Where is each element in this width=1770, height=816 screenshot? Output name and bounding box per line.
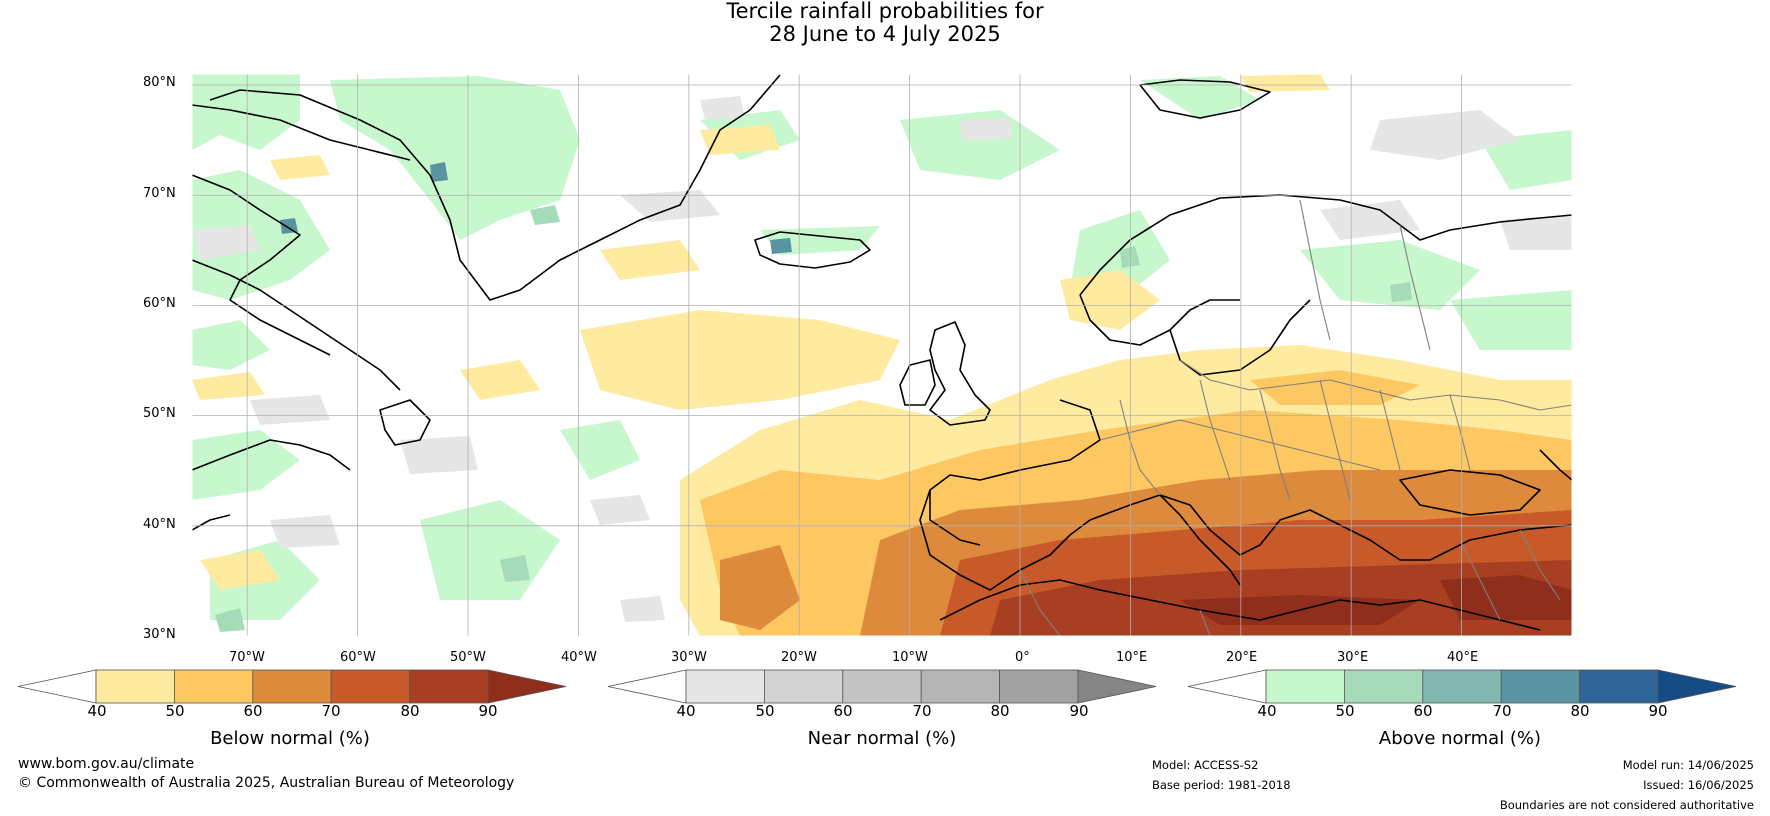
lon-label-30e: 30°E bbox=[1337, 650, 1369, 665]
below-tick-70: 70 bbox=[321, 702, 341, 720]
near-tick-60: 60 bbox=[833, 702, 853, 720]
lon-label-0: 0° bbox=[1015, 650, 1030, 665]
baffin-coast bbox=[192, 174, 331, 356]
below-tick-40: 40 bbox=[87, 702, 107, 720]
below-colorbar-segment bbox=[173, 669, 254, 704]
near-normal-label: Near normal (%) bbox=[807, 728, 957, 749]
above-tick-60: 60 bbox=[1413, 702, 1433, 720]
below-colorbar-under bbox=[17, 669, 97, 704]
near-colorbar-segment bbox=[999, 669, 1079, 704]
us-coast bbox=[192, 514, 231, 531]
svalbard bbox=[1139, 79, 1271, 119]
footer-model-run: Model run: 14/06/2025 bbox=[1622, 758, 1754, 772]
italy bbox=[1159, 494, 1241, 586]
country-borders bbox=[1019, 199, 1572, 636]
lon-label-10w: 10°W bbox=[892, 650, 928, 665]
above-colorbar-segment bbox=[1500, 669, 1580, 704]
mediterranean-north bbox=[1089, 494, 1572, 561]
coastlines bbox=[192, 74, 1572, 631]
lat-label-30: 30°N bbox=[143, 627, 176, 642]
above-tick-50: 50 bbox=[1335, 702, 1355, 720]
scandinavia bbox=[1079, 194, 1572, 296]
above-normal-label: Above normal (%) bbox=[1378, 728, 1542, 749]
above-normal-60 bbox=[215, 205, 1412, 632]
footer-disclaimer: Boundaries are not considered authoritat… bbox=[1499, 798, 1754, 812]
graticule bbox=[192, 74, 1572, 636]
lat-label-40: 40°N bbox=[143, 517, 176, 532]
below-colorbar-segment bbox=[409, 669, 489, 704]
below-normal-label: Below normal (%) bbox=[210, 728, 370, 749]
caspian-area bbox=[1539, 449, 1572, 481]
above-tick-70: 70 bbox=[1492, 702, 1512, 720]
africa-north bbox=[939, 579, 1541, 631]
above-tick-40: 40 bbox=[1257, 702, 1277, 720]
newfoundland bbox=[379, 399, 431, 446]
footer-issued: Issued: 16/06/2025 bbox=[1643, 778, 1754, 792]
map-frame bbox=[191, 73, 1573, 637]
above-colorbar-segment bbox=[1265, 669, 1345, 704]
lon-label-10e: 10°E bbox=[1116, 650, 1148, 665]
near-colorbar-segment bbox=[685, 669, 765, 704]
above-colorbar-segment bbox=[1579, 669, 1659, 704]
black-sea bbox=[1399, 469, 1541, 516]
greenland-coast bbox=[209, 74, 781, 301]
lon-label-20w: 20°W bbox=[781, 650, 817, 665]
colorbars bbox=[17, 669, 1737, 704]
above-colorbar-under bbox=[1187, 669, 1267, 704]
near-colorbar-segment bbox=[764, 669, 844, 704]
lon-label-70w: 70°W bbox=[229, 650, 265, 665]
lat-label-50: 50°N bbox=[143, 406, 176, 421]
iceland bbox=[754, 231, 871, 269]
above-colorbar-segment bbox=[1422, 669, 1502, 704]
near-colorbar-segment bbox=[842, 669, 922, 704]
norway-west bbox=[1079, 294, 1240, 346]
below-tick-80: 80 bbox=[400, 702, 420, 720]
above-colorbar-over bbox=[1657, 669, 1737, 704]
below-colorbar-segment bbox=[252, 669, 332, 704]
near-colorbar-segment bbox=[920, 669, 1001, 704]
near-colorbar-under bbox=[607, 669, 687, 704]
map-field bbox=[192, 74, 1572, 636]
footer-copyright: © Commonwealth of Australia 2025, Austra… bbox=[18, 775, 515, 791]
iberia bbox=[919, 489, 1091, 591]
below-tick-90: 90 bbox=[478, 702, 498, 720]
lat-label-80: 80°N bbox=[143, 75, 176, 90]
lon-label-50w: 50°W bbox=[450, 650, 486, 665]
chart-title-line1: Tercile rainfall probabilities for bbox=[726, 0, 1044, 23]
below-colorbar-segment bbox=[330, 669, 411, 704]
below-colorbar-segment bbox=[95, 669, 175, 704]
near-colorbar-over bbox=[1077, 669, 1157, 704]
chart-title-line2: 28 June to 4 July 2025 bbox=[769, 22, 1001, 46]
near-tick-40: 40 bbox=[676, 702, 696, 720]
above-tick-90: 90 bbox=[1648, 702, 1668, 720]
labrador-coast bbox=[192, 259, 401, 391]
footer-model: Model: ACCESS-S2 bbox=[1152, 758, 1259, 772]
below-normal-regions bbox=[192, 74, 1572, 636]
greenland-west bbox=[192, 104, 411, 161]
below-tick-50: 50 bbox=[165, 702, 185, 720]
lon-label-60w: 60°W bbox=[340, 650, 376, 665]
footer-website: www.bom.gov.au/climate bbox=[18, 756, 195, 772]
above-colorbar-segment bbox=[1344, 669, 1424, 704]
europe-west bbox=[929, 399, 1101, 546]
near-tick-90: 90 bbox=[1069, 702, 1089, 720]
lon-label-40e: 40°E bbox=[1447, 650, 1479, 665]
lon-label-20e: 20°E bbox=[1226, 650, 1258, 665]
footer-base-period: Base period: 1981-2018 bbox=[1152, 778, 1291, 792]
below-colorbar-over bbox=[487, 669, 567, 704]
lon-label-40w: 40°W bbox=[561, 650, 597, 665]
lon-label-30w: 30°W bbox=[671, 650, 707, 665]
near-tick-80: 80 bbox=[990, 702, 1010, 720]
below-tick-60: 60 bbox=[243, 702, 263, 720]
ireland bbox=[899, 359, 936, 406]
lat-label-60: 60°N bbox=[143, 296, 176, 311]
near-tick-50: 50 bbox=[755, 702, 775, 720]
above-tick-80: 80 bbox=[1570, 702, 1590, 720]
near-tick-70: 70 bbox=[912, 702, 932, 720]
lat-label-70: 70°N bbox=[143, 186, 176, 201]
britain bbox=[929, 321, 991, 426]
nova-scotia bbox=[192, 439, 351, 471]
